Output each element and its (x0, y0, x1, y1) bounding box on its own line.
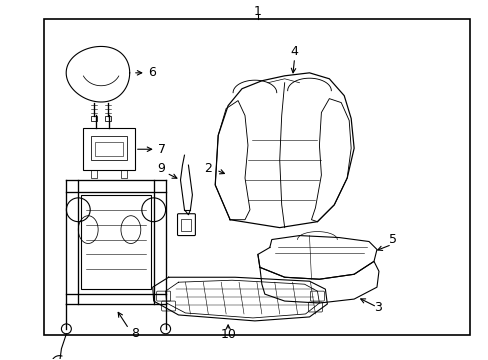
Text: 5: 5 (388, 233, 396, 246)
Bar (91, 117, 97, 121)
Text: 9: 9 (158, 162, 165, 175)
Bar (91, 170, 97, 178)
Text: 3: 3 (373, 301, 381, 314)
Bar (43, 19, 469, 335)
Text: 6: 6 (147, 66, 155, 79)
Text: 7: 7 (157, 143, 165, 156)
Text: 4: 4 (290, 45, 298, 58)
Bar (105, 117, 111, 121)
Bar (95, 142, 122, 156)
Bar (81, 195, 150, 289)
Text: 10: 10 (220, 328, 236, 341)
Bar (181, 219, 191, 231)
Text: 2: 2 (204, 162, 212, 175)
Text: 1: 1 (253, 5, 261, 18)
Text: 8: 8 (131, 327, 139, 340)
Bar (121, 170, 127, 178)
Bar (91, 136, 127, 160)
